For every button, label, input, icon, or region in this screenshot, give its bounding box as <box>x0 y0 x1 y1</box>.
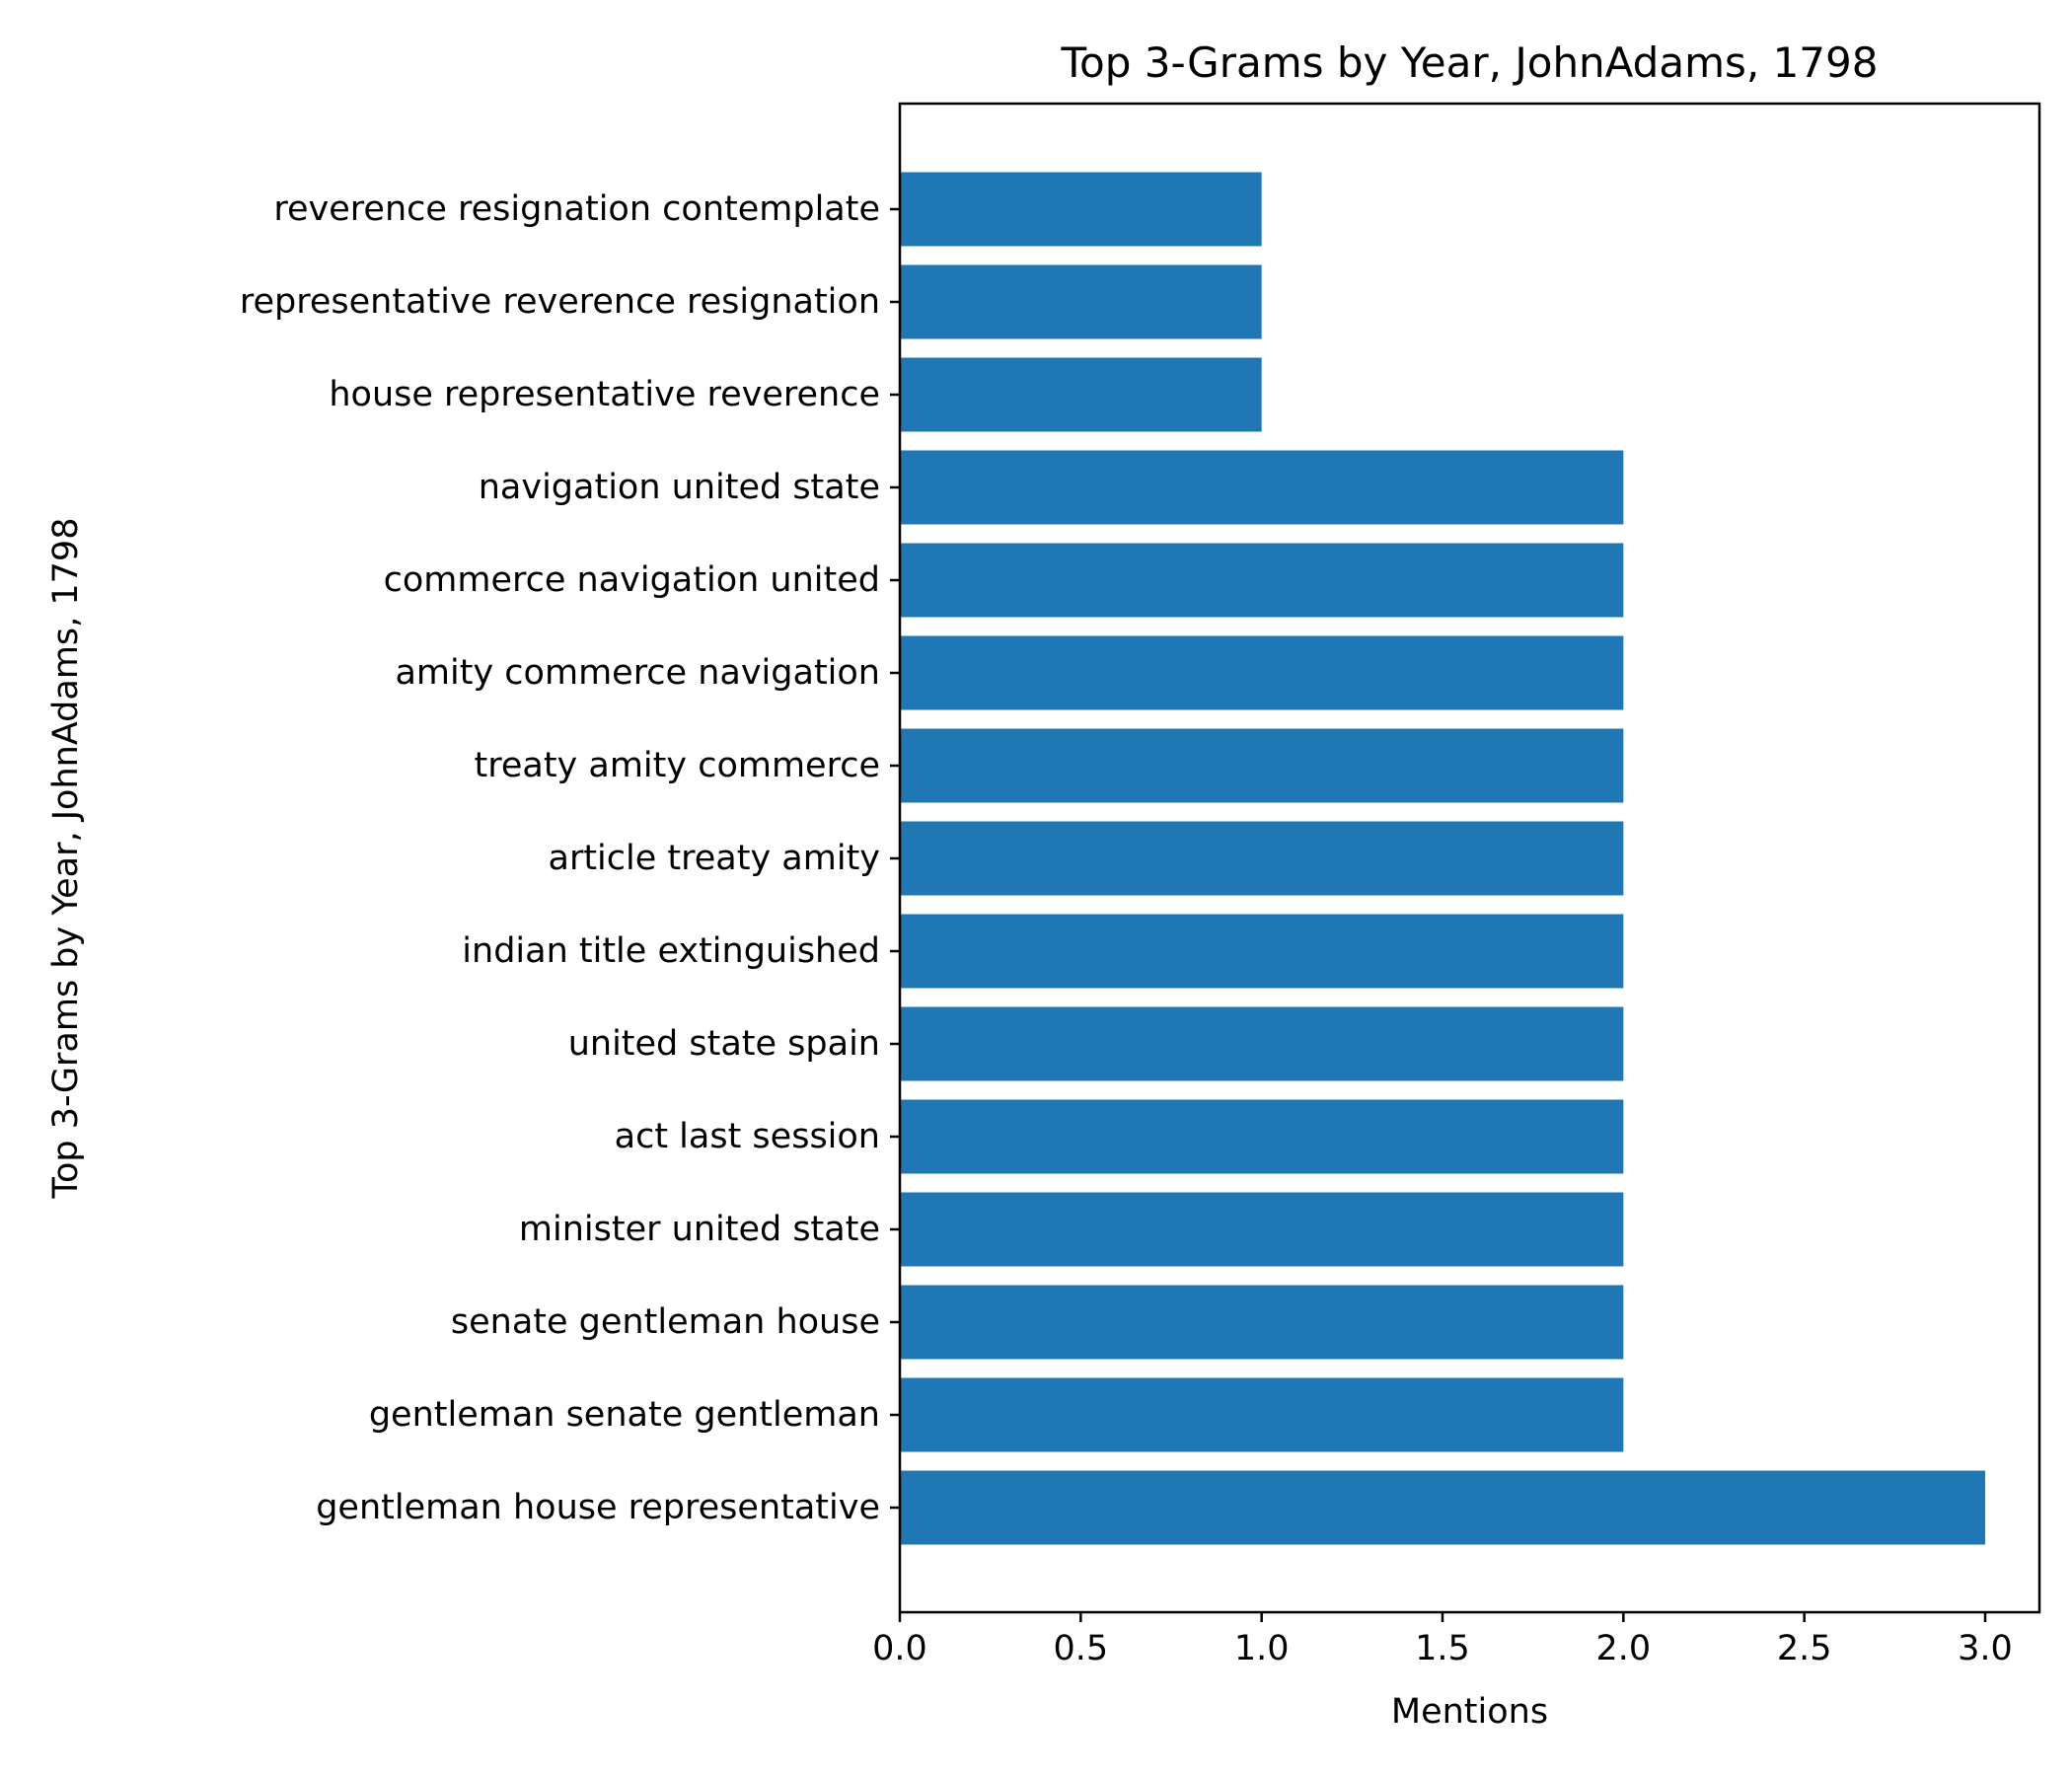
x-tick-label: 1.5 <box>1415 1629 1470 1668</box>
bar <box>900 728 1624 803</box>
x-tick-label: 0.5 <box>1053 1629 1108 1668</box>
ticks-group: gentleman house representative gentleman … <box>240 189 2013 1668</box>
chart-title: Top 3-Grams by Year, JohnAdams, 1798 <box>1061 38 1879 87</box>
y-tick-label: commerce navigation united <box>384 560 880 600</box>
x-axis-label: Mentions <box>1391 1692 1548 1732</box>
bar <box>900 1377 1624 1452</box>
y-tick-label: navigation united state <box>479 468 880 507</box>
y-tick-label: act last session <box>615 1117 880 1156</box>
y-axis-label: Top 3-Grams by Year, JohnAdams, 1798 <box>46 518 86 1200</box>
bar <box>900 450 1624 525</box>
y-tick-label: indian title extinguished <box>462 931 880 971</box>
y-tick-label: representative reverence resignation <box>240 282 880 322</box>
y-tick-label: article treaty amity <box>549 839 881 878</box>
y-tick-label: reverence resignation contemplate <box>273 189 880 229</box>
y-tick-label: house representative reverence <box>329 375 880 414</box>
x-tick-label: 0.0 <box>872 1629 927 1668</box>
bar <box>900 543 1624 618</box>
y-tick-label: gentleman house representative <box>316 1488 880 1527</box>
y-tick-label: senate gentleman house <box>451 1302 880 1342</box>
y-tick-label: gentleman senate gentleman <box>369 1395 880 1435</box>
bar <box>900 1285 1624 1360</box>
y-tick-label: amity commerce navigation <box>395 653 880 693</box>
y-tick-label: united state spain <box>568 1024 880 1064</box>
bars-group <box>900 172 1985 1545</box>
bar <box>900 1470 1985 1545</box>
axes-frame <box>898 102 2041 1614</box>
x-tick-label: 1.0 <box>1234 1629 1290 1668</box>
bar <box>900 1192 1624 1267</box>
bar <box>900 357 1262 432</box>
y-tick-label: treaty amity commerce <box>475 746 881 785</box>
x-tick-label: 3.0 <box>1958 1629 2013 1668</box>
bar <box>900 635 1624 710</box>
bar <box>900 264 1262 339</box>
x-tick-label: 2.0 <box>1595 1629 1651 1668</box>
x-tick-label: 2.5 <box>1777 1629 1832 1668</box>
bar <box>900 1006 1624 1081</box>
bar <box>900 1099 1624 1174</box>
bar <box>900 821 1624 896</box>
bar <box>900 914 1624 989</box>
y-tick-label: minister united state <box>519 1210 880 1249</box>
bar <box>900 172 1262 247</box>
